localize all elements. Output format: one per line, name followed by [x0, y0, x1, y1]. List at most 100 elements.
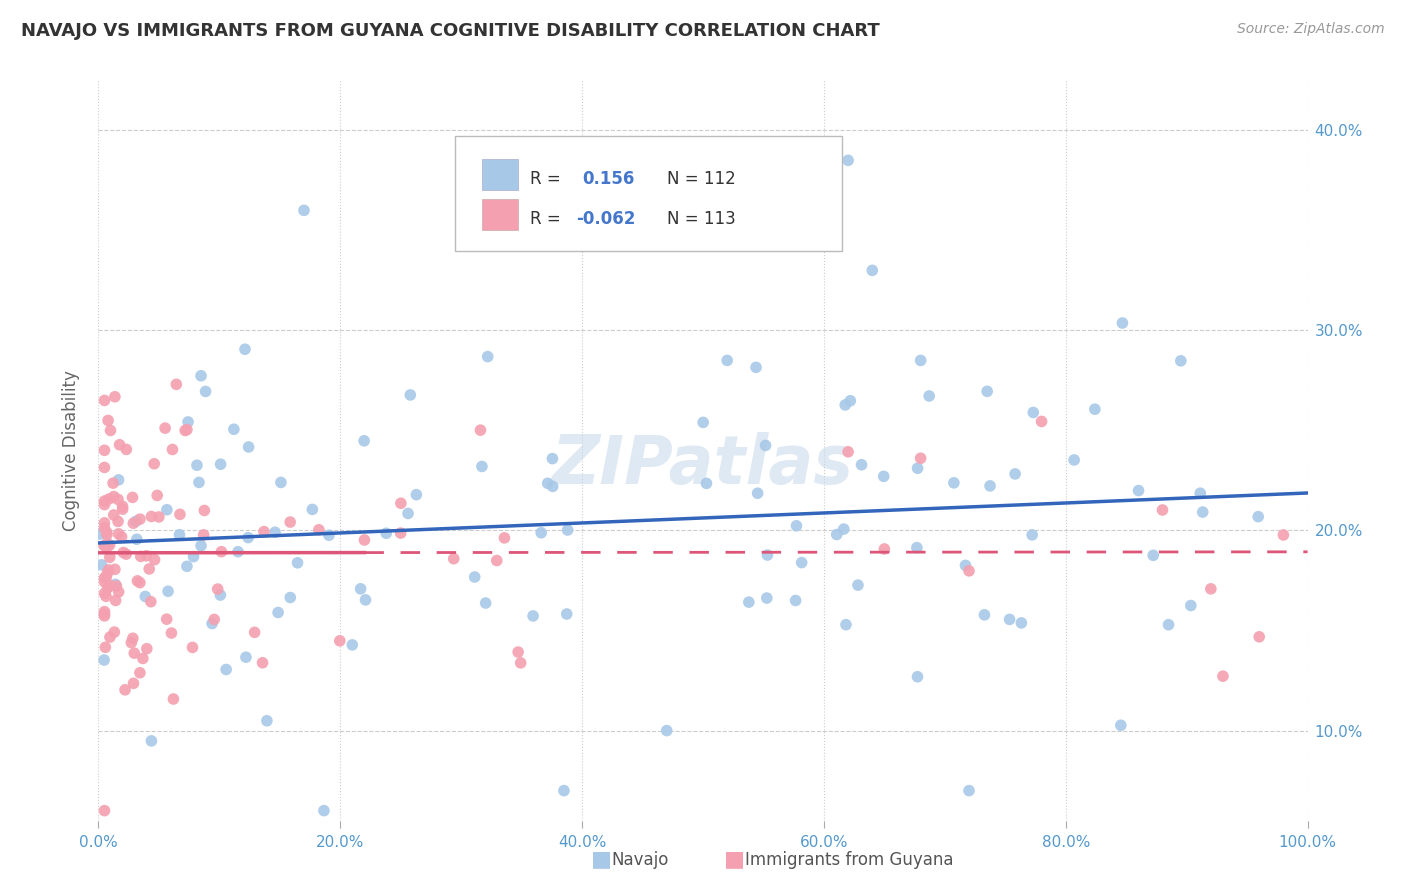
- Point: [143, 457, 166, 471]
- Point: [747, 486, 769, 500]
- Point: [193, 528, 215, 542]
- Point: [209, 544, 232, 558]
- Point: [107, 473, 129, 487]
- Point: [110, 530, 132, 544]
- Point: [93, 586, 115, 600]
- Point: [396, 507, 419, 521]
- Point: [494, 531, 516, 545]
- Text: ZIPatlas: ZIPatlas: [553, 433, 853, 499]
- Point: [134, 590, 156, 604]
- Point: [474, 596, 496, 610]
- Point: [181, 640, 204, 655]
- Point: [553, 783, 575, 797]
- Point: [716, 353, 738, 368]
- Point: [93, 605, 115, 619]
- Point: [839, 393, 862, 408]
- Point: [97, 492, 120, 507]
- Point: [976, 384, 998, 399]
- Point: [1022, 405, 1045, 419]
- Point: [471, 459, 494, 474]
- FancyBboxPatch shape: [456, 136, 842, 251]
- Text: N = 113: N = 113: [666, 210, 735, 227]
- Point: [97, 413, 120, 427]
- Point: [1212, 669, 1234, 683]
- Point: [910, 451, 932, 466]
- Point: [485, 553, 508, 567]
- Point: [93, 607, 115, 621]
- Point: [93, 516, 115, 530]
- Point: [226, 545, 249, 559]
- Point: [655, 723, 678, 738]
- Point: [1152, 503, 1174, 517]
- Y-axis label: Cognitive Disability: Cognitive Disability: [62, 370, 80, 531]
- Point: [112, 545, 135, 559]
- Point: [389, 496, 412, 510]
- Point: [389, 526, 412, 541]
- Point: [94, 589, 117, 603]
- Point: [252, 656, 274, 670]
- Point: [1157, 617, 1180, 632]
- Point: [177, 415, 200, 429]
- Point: [138, 562, 160, 576]
- Point: [107, 526, 129, 541]
- Point: [235, 650, 257, 665]
- Point: [1247, 509, 1270, 524]
- Point: [1180, 599, 1202, 613]
- Point: [522, 609, 544, 624]
- Point: [243, 625, 266, 640]
- Point: [790, 556, 813, 570]
- Point: [405, 488, 427, 502]
- Point: [103, 490, 125, 504]
- Point: [1109, 718, 1132, 732]
- Point: [267, 606, 290, 620]
- Point: [973, 607, 995, 622]
- Point: [1031, 414, 1053, 428]
- Point: [353, 533, 375, 547]
- Text: ■: ■: [724, 849, 745, 869]
- Point: [135, 549, 157, 563]
- FancyBboxPatch shape: [482, 199, 517, 230]
- Point: [115, 547, 138, 561]
- Text: R =: R =: [530, 169, 561, 187]
- Point: [238, 440, 260, 454]
- Point: [1063, 453, 1085, 467]
- Point: [93, 539, 115, 553]
- Point: [907, 670, 929, 684]
- Point: [104, 390, 127, 404]
- Point: [264, 525, 287, 540]
- Point: [96, 566, 118, 580]
- Point: [477, 350, 499, 364]
- Point: [94, 640, 117, 655]
- Point: [308, 523, 330, 537]
- Point: [188, 475, 211, 490]
- Point: [1142, 549, 1164, 563]
- Point: [202, 612, 225, 626]
- Point: [93, 443, 115, 458]
- Point: [93, 521, 115, 535]
- Point: [129, 575, 152, 590]
- Point: [464, 570, 486, 584]
- Point: [111, 500, 134, 514]
- Point: [104, 593, 127, 607]
- Point: [756, 548, 779, 562]
- Point: [1111, 316, 1133, 330]
- Point: [169, 527, 191, 541]
- Point: [832, 522, 855, 536]
- Point: [998, 612, 1021, 626]
- Point: [96, 570, 118, 584]
- Point: [122, 646, 145, 660]
- Point: [120, 635, 142, 649]
- Point: [541, 479, 564, 493]
- Point: [108, 438, 131, 452]
- Point: [93, 571, 115, 585]
- Point: [905, 541, 928, 555]
- Point: [270, 475, 292, 490]
- Point: [93, 460, 115, 475]
- Text: N = 112: N = 112: [666, 169, 735, 187]
- Point: [1272, 528, 1295, 542]
- Point: [209, 588, 232, 602]
- Text: Navajo: Navajo: [612, 851, 669, 869]
- Point: [278, 515, 301, 529]
- Point: [165, 377, 187, 392]
- Point: [141, 509, 163, 524]
